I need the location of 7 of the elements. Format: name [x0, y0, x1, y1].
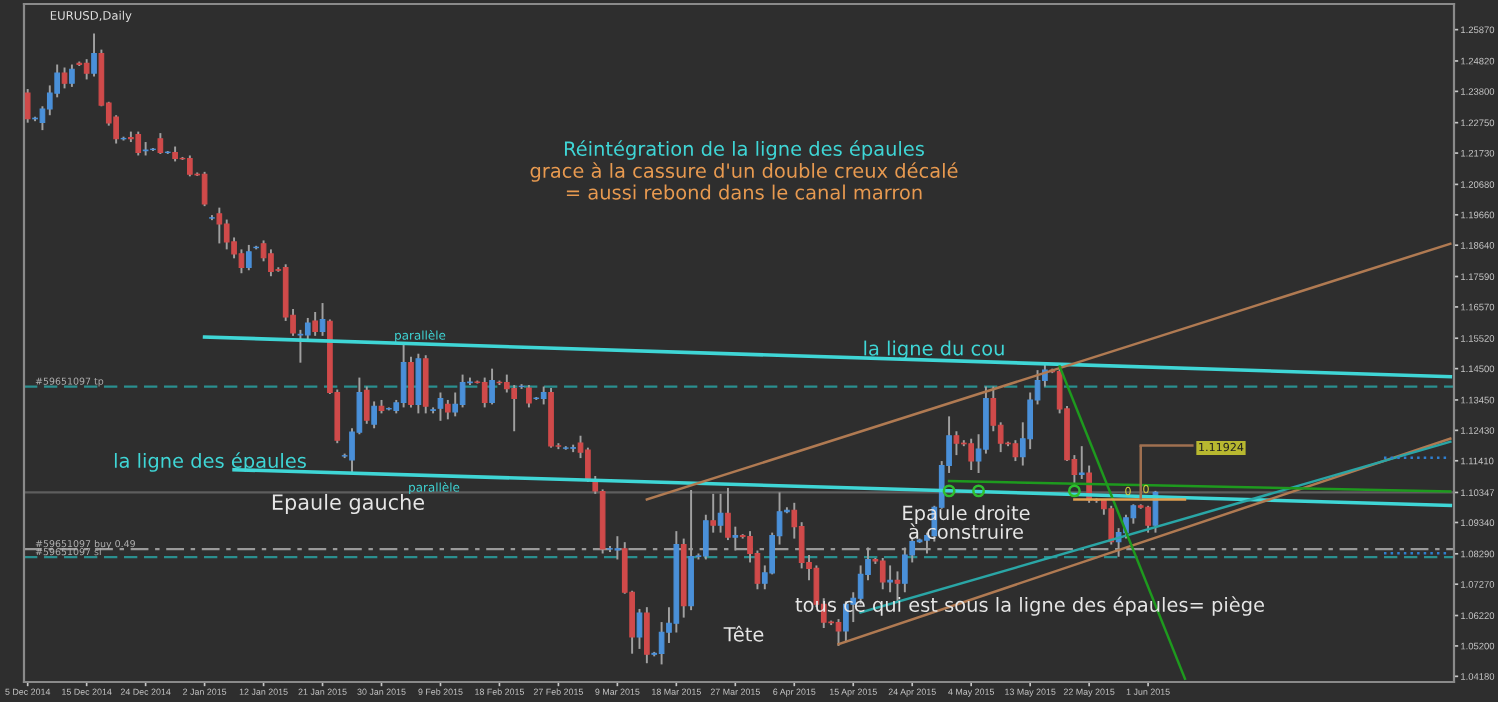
annotation: Tête: [723, 625, 764, 642]
annotation: = aussi rebond dans le canal marron: [566, 184, 922, 200]
annotation: la ligne du cou: [864, 340, 1004, 360]
annotation: Réintégration de la ligne des épaules: [564, 140, 924, 160]
annotation: grace à la cassure d'un double creux décalé: [530, 162, 958, 182]
annotation: Epaule gauche: [272, 493, 425, 515]
annotation: la ligne des épaules: [114, 452, 306, 472]
